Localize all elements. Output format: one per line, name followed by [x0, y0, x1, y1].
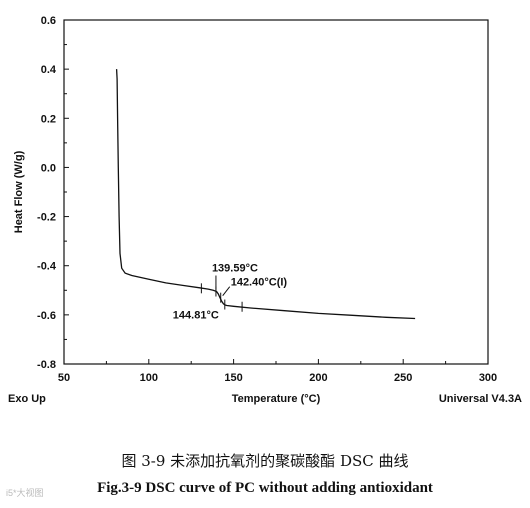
watermark: i5*大视图 — [6, 488, 44, 498]
annotation-inflection: 142.40°C(I) — [231, 277, 288, 289]
y-tick-label: 0.0 — [41, 162, 56, 174]
y-tick-label: 0.2 — [41, 113, 56, 125]
figure-caption-chinese: 图 3-9 未添加抗氧剂的聚碳酸酯 DSC 曲线 — [121, 452, 409, 470]
x-axis: 50 100 150 200 250 300 — [58, 359, 497, 384]
y-axis: 0.6 0.4 0.2 0.0 -0.2 -0.4 -0.6 -0.8 — [37, 15, 69, 371]
y-tick-label: 0.6 — [41, 15, 56, 27]
dsc-chart: 0.6 0.4 0.2 0.0 -0.2 -0.4 -0.6 -0.8 50 100 150 200… — [8, 15, 522, 405]
y-tick-label: -0.4 — [37, 261, 57, 273]
software-version-label: Universal V4.3A — [439, 393, 522, 405]
y-axis-title: Heat Flow (W/g) — [13, 150, 25, 233]
series-line — [115, 69, 416, 320]
x-tick-label: 50 — [58, 372, 70, 384]
series-layer — [115, 69, 416, 320]
plot-border — [63, 19, 489, 365]
y-tick-label: -0.8 — [37, 359, 56, 371]
x-tick-label: 100 — [140, 372, 158, 384]
x-tick-label: 200 — [309, 372, 327, 384]
x-tick-label: 150 — [224, 372, 242, 384]
x-axis-title: Temperature (°C) — [232, 393, 321, 405]
marker-layer — [200, 283, 243, 312]
exo-up-label: Exo Up — [8, 393, 46, 405]
figure-caption-english: Fig.3-9 DSC curve of PC without adding a… — [97, 480, 433, 496]
x-tick-label: 300 — [479, 372, 497, 384]
y-tick-label: -0.2 — [37, 212, 56, 224]
annotation-onset: 139.59°C — [212, 263, 258, 275]
x-tick-label: 250 — [394, 372, 412, 384]
y-tick-label: 0.4 — [41, 64, 57, 76]
annotation-leader — [222, 286, 231, 296]
plot-frame — [63, 19, 489, 365]
y-tick-label: -0.6 — [37, 310, 56, 322]
annotation-layer: 139.59°C 142.40°C(I) 144.81°C — [173, 263, 288, 322]
annotation-endset: 144.81°C — [173, 310, 219, 322]
